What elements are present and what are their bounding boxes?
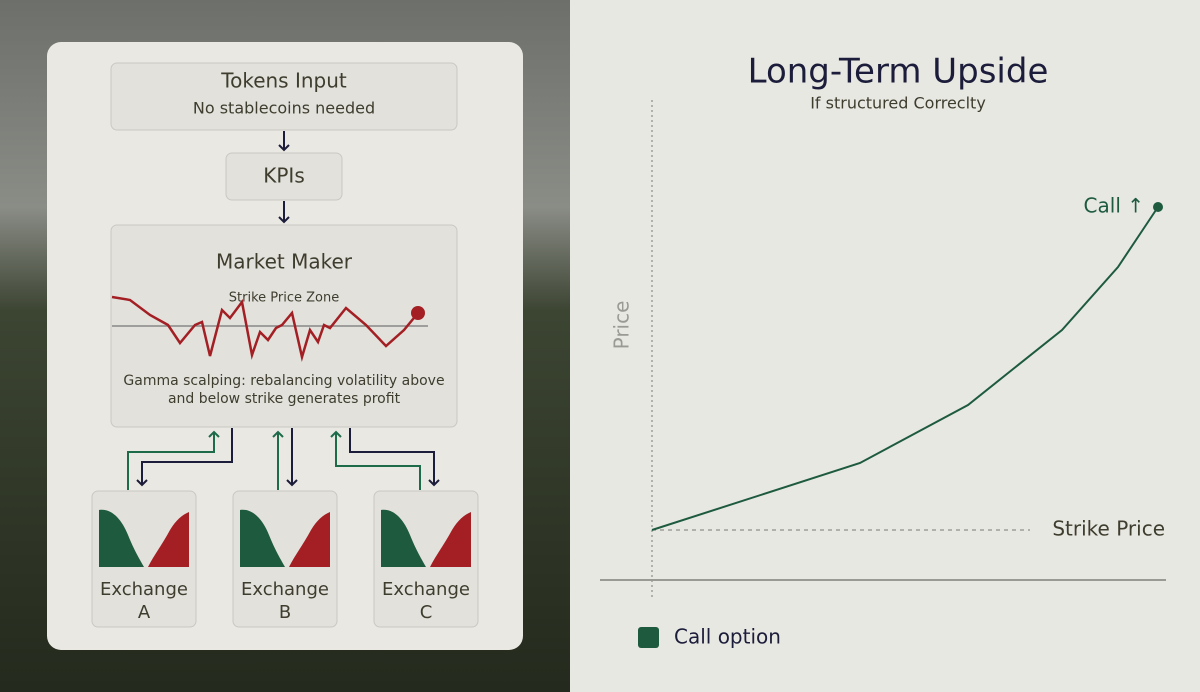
connectors [127,428,440,490]
ask-depth [430,512,471,567]
call-curve [651,206,1159,531]
exchange-label: Exchange [241,579,329,600]
y-axis-label: Price [610,301,634,350]
exchange-label: A [138,602,151,623]
bid-depth [99,509,144,567]
caption-line: Gamma scalping: rebalancing volatility a… [123,373,444,389]
tokens-box [110,62,458,131]
kpis-box [225,152,343,201]
price-dot [411,306,425,320]
call-label: Call ↑ [1084,194,1144,218]
chart-title: Long-Term Upside [748,52,1049,92]
tokens-title: Tokens Input [220,69,347,93]
ask-depth [148,512,189,567]
ask-depth [289,512,330,567]
kpis-title: KPIs [263,164,305,188]
chart-background [570,0,1200,692]
market-maker-title: Market Maker [216,250,353,274]
strike-label: Strike Price [1052,517,1165,541]
tokens-subtitle: No stablecoins needed [193,99,375,118]
call-dot [1153,202,1163,212]
exchange-label: Exchange [382,579,470,600]
exchange-label: B [279,602,291,623]
bid-depth [240,509,285,567]
chart-subtitle: If structured Correclty [810,94,986,113]
exchange-label: Exchange [100,579,188,600]
legend-swatch [638,627,659,648]
caption-line: and below strike generates profit [168,391,401,407]
price-path [111,295,419,362]
arrow [278,201,290,224]
legend-label: Call option [674,625,781,649]
exchange-label: C [420,602,433,623]
zone-label: Strike Price Zone [229,291,339,306]
arrow [278,131,290,152]
bid-depth [381,509,426,567]
